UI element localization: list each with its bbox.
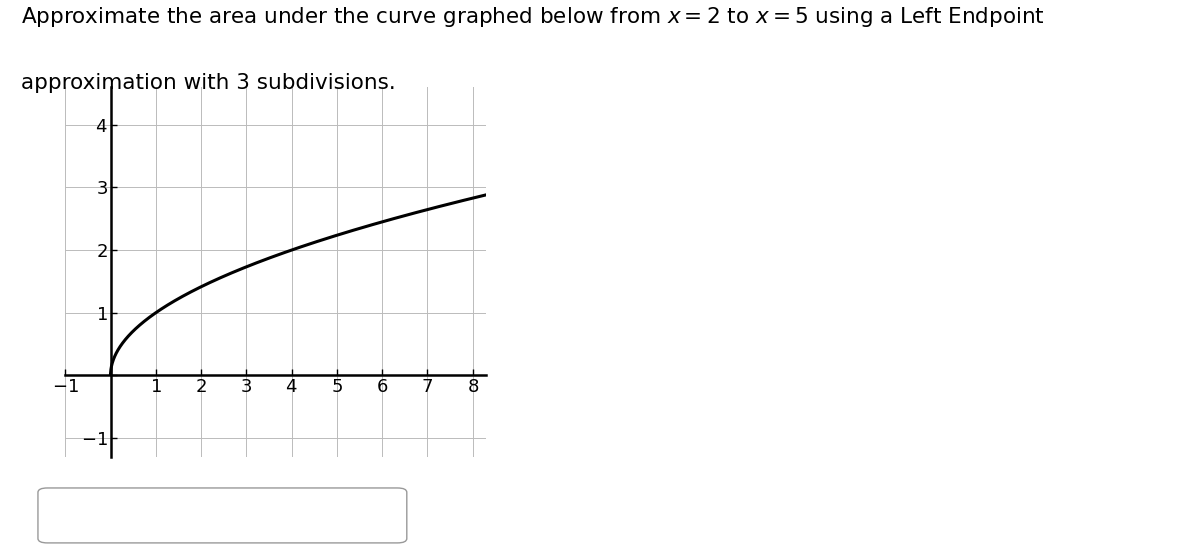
Text: Approximate the area under the curve graphed below from $x = 2$ to $x = 5$ using: Approximate the area under the curve gra… bbox=[21, 5, 1045, 29]
Text: approximation with 3 subdivisions.: approximation with 3 subdivisions. bbox=[21, 73, 396, 94]
